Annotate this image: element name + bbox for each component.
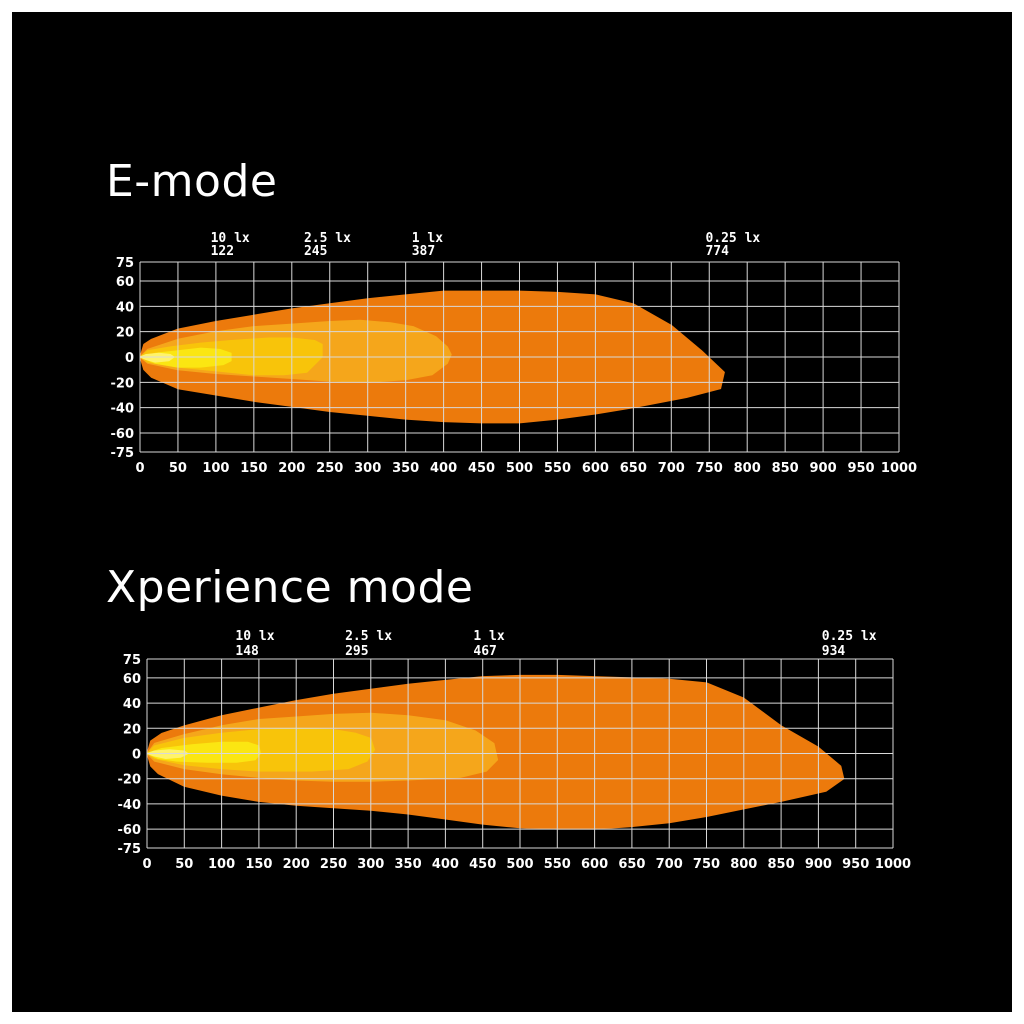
grid (146, 658, 894, 849)
beam-chart-e-mode: 0 50 100 150 200 250 300 350 400 450 500 550 600 650 7… (111, 231, 918, 476)
marker-distance: 467 (473, 644, 496, 659)
y-tick-label: -20 (118, 773, 142, 788)
y-tick-label: 75 (116, 256, 134, 271)
x-tick-label: 500 (506, 461, 533, 476)
x-tick-label: 550 (544, 857, 571, 872)
x-tick-label: 350 (395, 857, 422, 872)
x-tick-label: 800 (730, 857, 757, 872)
x-tick-label: 100 (202, 461, 229, 476)
marker-label: 0.25 lx (822, 629, 877, 644)
marker-distance: 387 (412, 244, 435, 259)
x-tick-label: 750 (693, 857, 720, 872)
marker-distance: 122 (211, 244, 234, 259)
chart-title-e-mode: E-mode (106, 156, 278, 207)
x-tick-label: 700 (658, 461, 685, 476)
marker-label: 2.5 lx (345, 629, 392, 644)
y-tick-label: 60 (123, 672, 141, 687)
x-tick-label: 450 (468, 461, 495, 476)
x-tick-label: 250 (320, 857, 347, 872)
grid (139, 261, 900, 453)
x-tick-label: 300 (357, 857, 384, 872)
y-tick-label: 40 (123, 697, 141, 712)
x-tick-label: 0 (135, 461, 144, 476)
y-tick-label: -75 (118, 842, 142, 857)
x-tick-label: 300 (354, 461, 381, 476)
x-tick-label: 250 (316, 461, 343, 476)
marker-label: 1 lx (473, 629, 504, 644)
y-tick-label: 75 (123, 653, 141, 668)
marker-label: 1 lx (412, 231, 443, 246)
x-tick-label: 500 (506, 857, 533, 872)
x-tick-label: 750 (696, 461, 723, 476)
marker-label: 10 lx (211, 231, 250, 246)
y-tick-label: -60 (118, 823, 142, 838)
x-tick-label: 900 (805, 857, 832, 872)
y-tick-label: 0 (132, 748, 141, 763)
x-tick-label: 200 (278, 461, 305, 476)
marker-distance: 934 (822, 644, 846, 659)
x-tick-label: 900 (810, 461, 837, 476)
y-tick-label: 60 (116, 275, 134, 290)
y-tick-label: -40 (111, 402, 135, 417)
marker-distance: 148 (235, 644, 259, 659)
x-tick-label: 50 (169, 461, 187, 476)
x-tick-label: 100 (208, 857, 235, 872)
x-tick-label: 450 (469, 857, 496, 872)
y-tick-label: 0 (125, 351, 134, 366)
x-tick-label: 550 (544, 461, 571, 476)
y-tick-label: -75 (111, 446, 135, 461)
x-tick-label: 650 (618, 857, 645, 872)
y-tick-label: -60 (111, 427, 135, 442)
x-tick-label: 350 (392, 461, 419, 476)
x-tick-label: 150 (240, 461, 267, 476)
y-tick-label: -40 (118, 798, 142, 813)
x-tick-label: 150 (245, 857, 272, 872)
x-tick-label: 850 (772, 461, 799, 476)
y-tick-label: 40 (116, 300, 134, 315)
x-tick-label: 600 (581, 857, 608, 872)
x-tick-label: 950 (847, 461, 874, 476)
marker-label: 10 lx (235, 629, 274, 644)
x-tick-label: 0 (142, 857, 151, 872)
chart-background (12, 12, 1012, 1012)
x-tick-label: 1000 (881, 461, 917, 476)
chart-title-xperience-mode: Xperience mode (106, 562, 474, 613)
x-tick-label: 700 (656, 857, 683, 872)
x-tick-label: 600 (582, 461, 609, 476)
marker-label: 2.5 lx (304, 231, 351, 246)
x-tick-label: 800 (734, 461, 761, 476)
y-tick-label: 20 (116, 326, 134, 341)
marker-distance: 295 (345, 644, 368, 659)
x-tick-label: 50 (175, 857, 193, 872)
x-tick-label: 650 (620, 461, 647, 476)
y-tick-label: -20 (111, 376, 135, 391)
x-tick-label: 850 (768, 857, 795, 872)
marker-distance: 774 (705, 244, 729, 259)
y-tick-label: 20 (123, 722, 141, 737)
marker-distance: 245 (304, 244, 327, 259)
x-tick-label: 400 (430, 461, 457, 476)
x-tick-label: 950 (842, 857, 869, 872)
x-tick-label: 400 (432, 857, 459, 872)
marker-label: 0.25 lx (705, 231, 760, 246)
beam-zones (146, 674, 845, 830)
x-tick-label: 1000 (875, 857, 911, 872)
x-tick-label: 200 (283, 857, 310, 872)
